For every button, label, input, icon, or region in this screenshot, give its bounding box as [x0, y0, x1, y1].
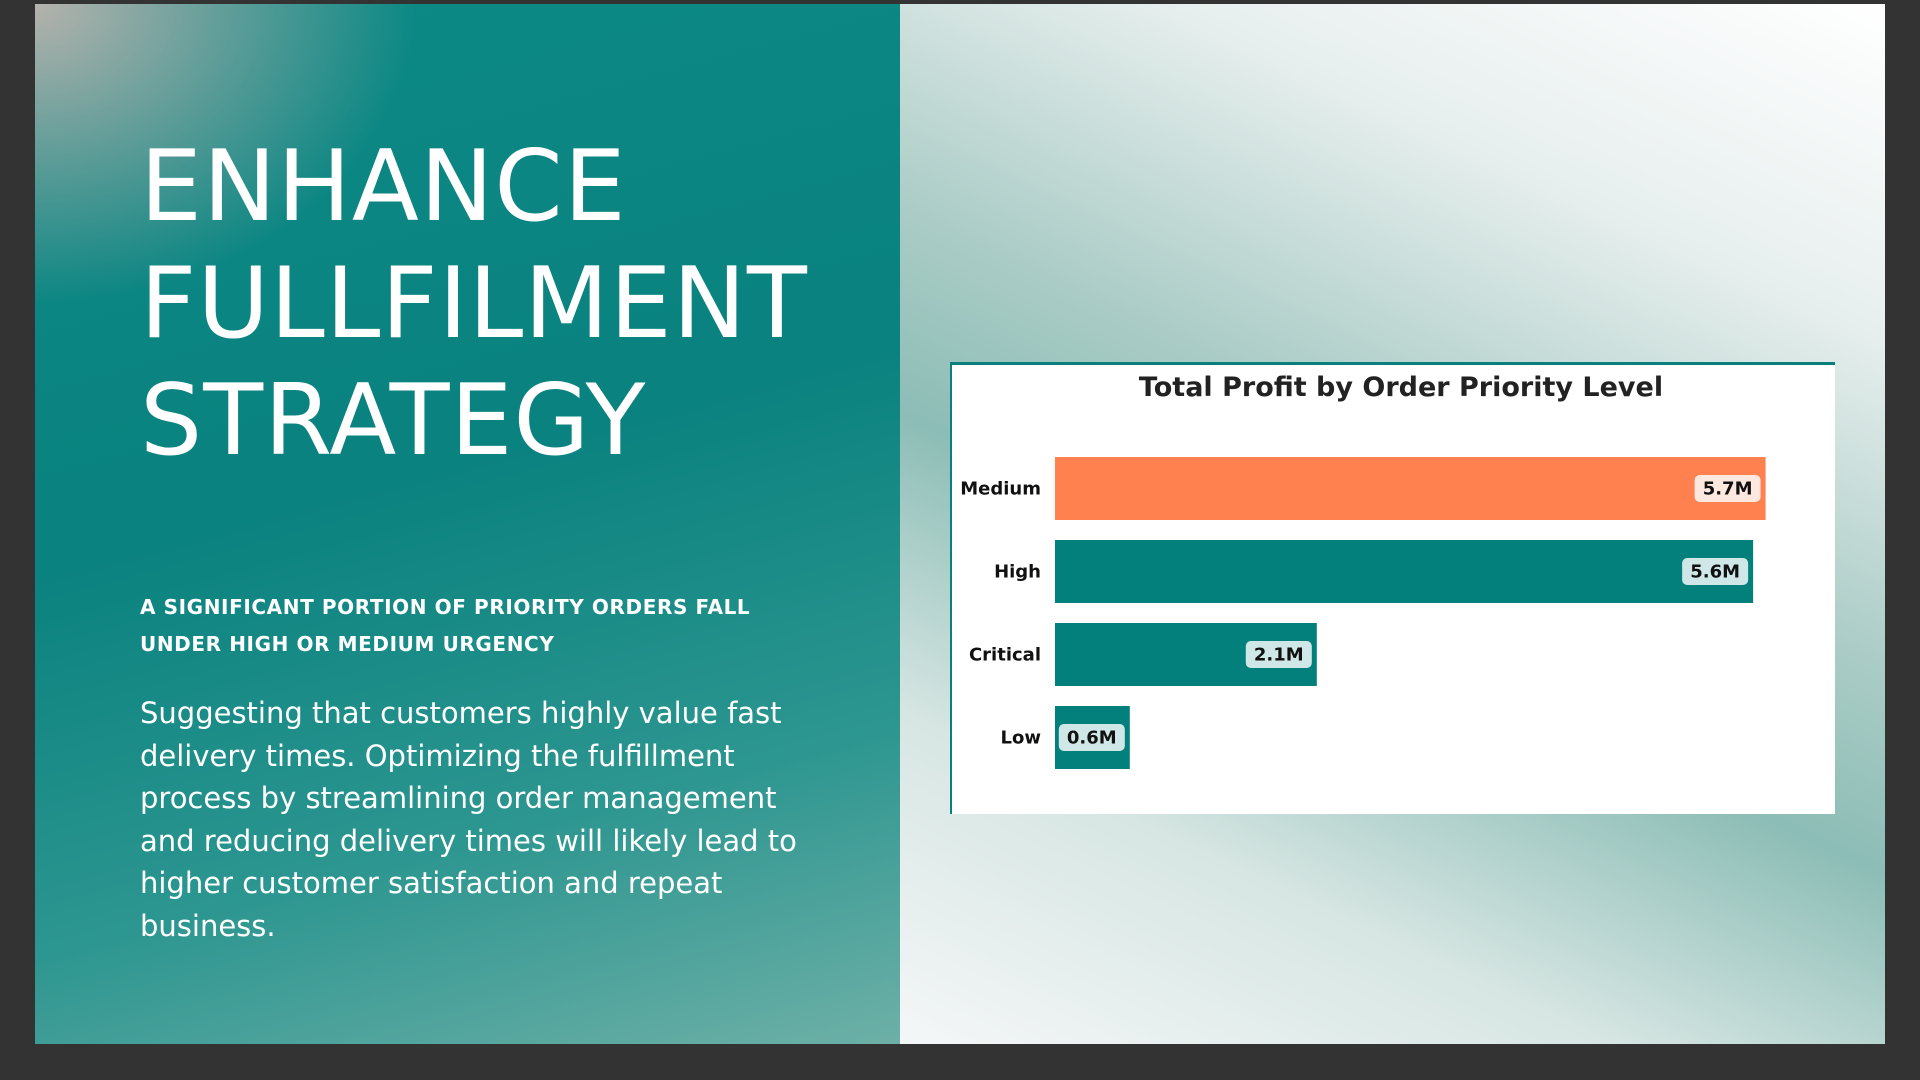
category-label-medium: Medium	[960, 479, 1041, 500]
value-label-high: 5.6M	[1690, 562, 1740, 583]
bar-medium	[1055, 457, 1766, 520]
headline: ENHANCE FULLFILMENT STRATEGY	[140, 129, 808, 480]
value-label-bg-critical	[1245, 641, 1312, 668]
headline-line-3: STRATEGY	[140, 364, 647, 478]
chart-card: Total Profit by Order Priority Level Med…	[950, 362, 1835, 814]
value-label-bg-high	[1682, 558, 1749, 585]
value-label-low: 0.6M	[1067, 728, 1117, 749]
category-label-high: High	[994, 562, 1041, 583]
value-label-bg-medium	[1694, 475, 1761, 502]
body-text: Suggesting that customers highly value f…	[140, 696, 797, 943]
headline-line-1: ENHANCE	[140, 130, 627, 244]
value-label-bg-low	[1058, 724, 1125, 751]
bar-chart: Total Profit by Order Priority Level Med…	[960, 372, 1766, 769]
bar-high	[1055, 540, 1754, 603]
category-label-low: Low	[1001, 728, 1041, 749]
left-panel: ENHANCE FULLFILMENT STRATEGY A SIGNIFICA…	[35, 4, 900, 1044]
headline-line-2: FULLFILMENT	[140, 247, 808, 361]
value-label-medium: 5.7M	[1703, 479, 1753, 500]
value-label-critical: 2.1M	[1254, 645, 1304, 666]
subheading: A SIGNIFICANT PORTION OF PRIORITY ORDERS…	[140, 595, 751, 656]
slide: ENHANCE FULLFILMENT STRATEGY A SIGNIFICA…	[35, 4, 1885, 1044]
category-label-critical: Critical	[969, 645, 1041, 666]
chart-title: Total Profit by Order Priority Level	[1139, 372, 1663, 403]
